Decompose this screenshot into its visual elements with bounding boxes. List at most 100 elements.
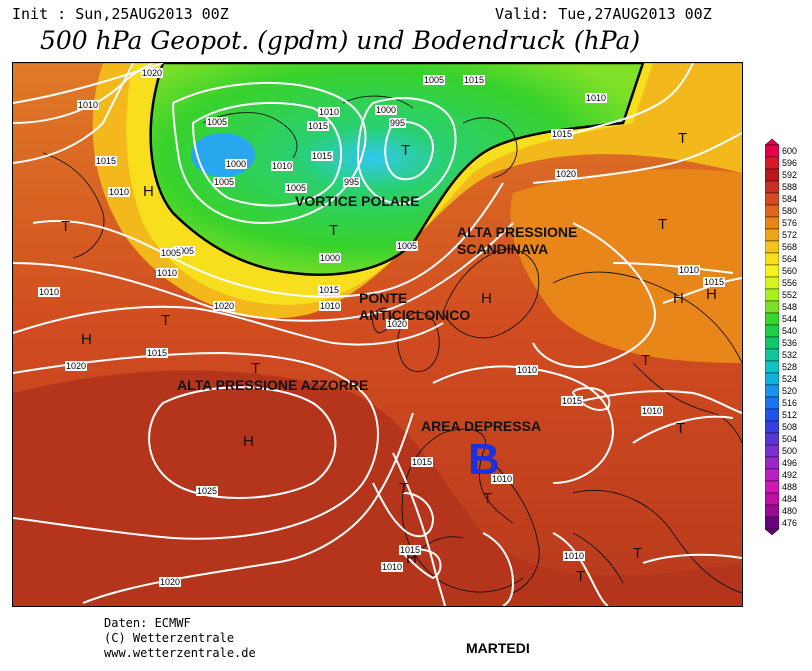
legend-cell xyxy=(764,396,780,410)
legend-value: 560 xyxy=(782,266,798,276)
center-H: H xyxy=(673,290,684,307)
legend-cell xyxy=(764,192,780,206)
center-H: H xyxy=(481,290,492,307)
center-T: T xyxy=(251,360,260,377)
legend-value: 576 xyxy=(782,218,798,228)
label-area-depressa: AREA DEPRESSA xyxy=(421,418,542,434)
copyright: (C) Wetterzentrale xyxy=(104,631,235,645)
legend-value: 564 xyxy=(782,254,798,264)
isobar-label: 1005 xyxy=(396,241,419,251)
legend-cell xyxy=(764,240,780,254)
center-T: T xyxy=(676,420,685,437)
day-label: MARTEDI xyxy=(466,640,530,656)
isobar-label: 1020 xyxy=(159,577,182,587)
legend-bottom-arrow xyxy=(764,528,780,536)
legend-cell xyxy=(764,468,780,482)
init-time: Init : Sun,25AUG2013 00Z xyxy=(12,5,229,23)
center-T: T xyxy=(678,130,687,147)
isobar-label: 1020 xyxy=(141,68,164,78)
isobar-label: 1020 xyxy=(65,361,88,371)
legend-cell xyxy=(764,300,780,314)
legend-cell xyxy=(764,372,780,386)
isobar-label: 1010 xyxy=(516,365,539,375)
legend-value: 484 xyxy=(782,494,798,504)
isobar-label: 1010 xyxy=(271,161,294,171)
label-alta-azzorre: ALTA PRESSIONE AZZORRE xyxy=(177,377,369,393)
isobar-label: 1005 xyxy=(423,75,446,85)
isobar-label: 1010 xyxy=(77,100,100,110)
isobar-label: 1015 xyxy=(95,156,118,166)
legend-cell xyxy=(764,456,780,470)
legend-cell xyxy=(764,480,780,494)
center-T: T xyxy=(641,352,650,369)
legend-value: 492 xyxy=(782,470,798,480)
center-H: H xyxy=(243,433,254,450)
source-url[interactable]: www.wetterzentrale.de xyxy=(104,646,256,660)
data-source: Daten: ECMWF xyxy=(104,616,191,630)
legend-value: 488 xyxy=(782,482,798,492)
legend-value: 552 xyxy=(782,290,798,300)
legend-value: 532 xyxy=(782,350,798,360)
isobar-label: 1010 xyxy=(156,268,179,278)
center-H: H xyxy=(143,183,154,200)
isobar-label: 1015 xyxy=(561,396,584,406)
isobar-label: 1000 xyxy=(225,159,248,169)
legend-value: 580 xyxy=(782,206,798,216)
isobar-label: 1015 xyxy=(551,129,574,139)
center-T: T xyxy=(658,216,667,233)
isobar-label: 1020 xyxy=(386,319,409,329)
label-alta-scandinava-1: ALTA PRESSIONE xyxy=(457,224,578,240)
isobar-label: 1015 xyxy=(399,545,422,555)
low-center-marker: B xyxy=(468,435,500,484)
isobar-label: 1010 xyxy=(491,474,514,484)
legend-cell xyxy=(764,156,780,170)
legend-value: 516 xyxy=(782,398,798,408)
label-vortice-polare: VORTICE POLARE xyxy=(295,193,420,209)
isobar-label: 1000 xyxy=(375,105,398,115)
legend-cell xyxy=(764,360,780,374)
legend-svg xyxy=(764,138,780,536)
isobar-label: 1005 xyxy=(213,177,236,187)
legend-cell xyxy=(764,492,780,506)
center-T: T xyxy=(61,218,70,235)
weather-map: H T T H T H T H T T T T H T T T H T T H … xyxy=(12,62,743,607)
isobar-label: 1020 xyxy=(555,169,578,179)
isobar-label: 1010 xyxy=(381,562,404,572)
legend-value: 496 xyxy=(782,458,798,468)
hot-spot xyxy=(548,605,568,606)
isobar-label: 1010 xyxy=(318,107,341,117)
legend-cell xyxy=(764,276,780,290)
isobar-label: 1015 xyxy=(146,348,169,358)
valid-time: Valid: Tue,27AUG2013 00Z xyxy=(495,5,712,23)
legend-cell xyxy=(764,504,780,518)
legend-value: 528 xyxy=(782,362,798,372)
isobar-label: 1015 xyxy=(703,277,726,287)
center-T: T xyxy=(576,568,585,585)
label-ponte-2: ANTICICLONICO xyxy=(359,307,471,323)
chart-title: 500 hPa Geopot. (gpdm) und Bodendruck (h… xyxy=(40,26,641,55)
legend-value: 524 xyxy=(782,374,798,384)
label-ponte-1: PONTE xyxy=(359,290,408,306)
legend-cell xyxy=(764,216,780,230)
legend-cell xyxy=(764,264,780,278)
isobar-label: 1010 xyxy=(585,93,608,103)
isobar-label: 1015 xyxy=(411,457,434,467)
legend-cell xyxy=(764,312,780,326)
map-svg: H T T H T H T H T T T T H T T T H T T H xyxy=(13,63,742,606)
isobar-label: 1010 xyxy=(38,287,61,297)
legend-colorbar xyxy=(764,138,780,541)
legend-cell xyxy=(764,516,780,530)
legend-cell xyxy=(764,324,780,338)
center-T: T xyxy=(483,490,492,507)
legend-value: 572 xyxy=(782,230,798,240)
isobar-label: 1005 xyxy=(173,246,196,256)
legend-cell xyxy=(764,420,780,434)
isobar-label: 1015 xyxy=(311,151,334,161)
isobar-label: 1010 xyxy=(641,406,664,416)
isobar-label: 1010 xyxy=(678,265,701,275)
isobar-label: 1020 xyxy=(213,301,236,311)
isobar-label: 995 xyxy=(343,177,361,187)
legend-value: 588 xyxy=(782,182,798,192)
legend-value: 556 xyxy=(782,278,798,288)
legend-value: 600 xyxy=(782,146,798,156)
